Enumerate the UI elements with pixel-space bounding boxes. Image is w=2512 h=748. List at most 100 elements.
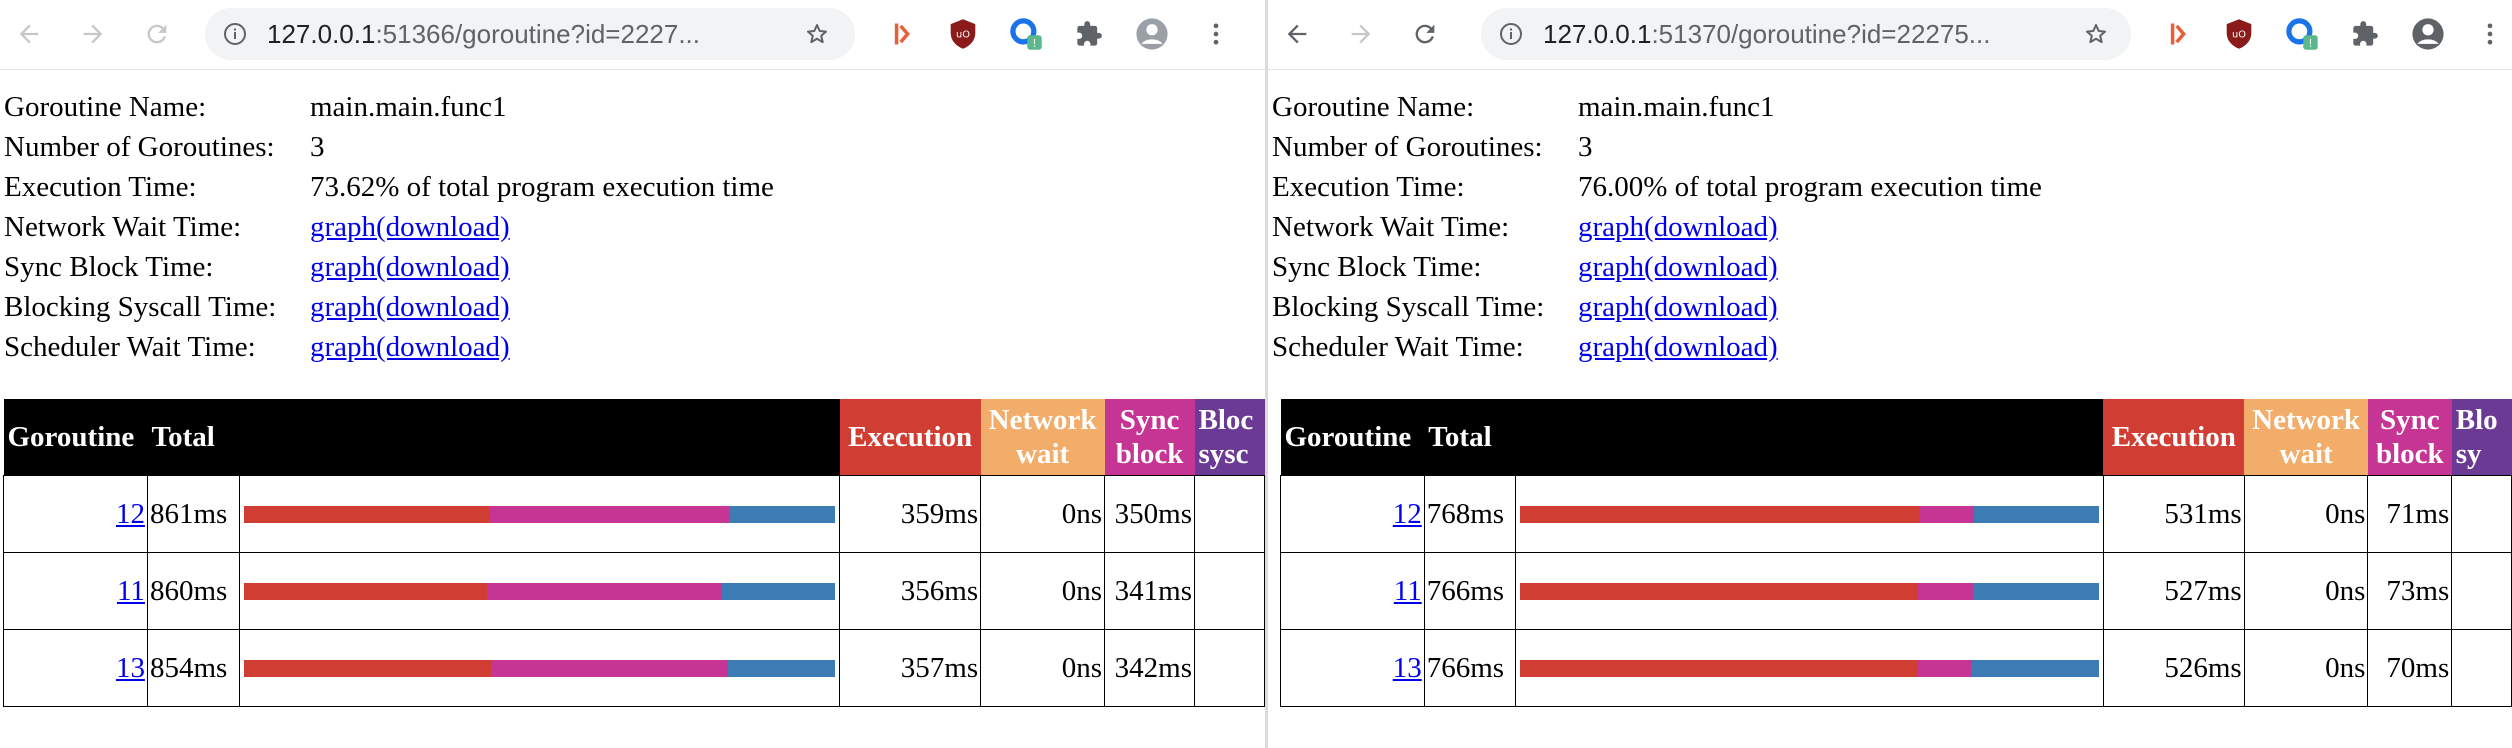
avatar-icon <box>2412 18 2444 50</box>
svg-text:uO: uO <box>956 30 970 41</box>
bar-cell <box>238 552 841 630</box>
reload-button[interactable] <box>1406 15 1444 53</box>
browser-toolbar: 127.0.0.1:51366/goroutine?id=2227... uO … <box>0 0 1265 70</box>
forward-button[interactable] <box>74 15 112 53</box>
bar-segment-sync-block <box>487 582 722 600</box>
network-cell: 0ns <box>980 475 1106 553</box>
goroutine-info: Goroutine Name: main.main.func1 Number of… <box>4 87 774 367</box>
url-text[interactable]: 127.0.0.1:51366/goroutine?id=2227... <box>267 8 807 60</box>
table-row: 13 854ms 357ms 0ns 342ms <box>3 629 1265 707</box>
forward-button[interactable] <box>1342 15 1380 53</box>
syscall-graph-link[interactable]: graph(download) <box>310 291 510 323</box>
info-row-name: Goroutine Name: main.main.func1 <box>1272 87 2042 127</box>
address-bar[interactable]: 127.0.0.1:51370/goroutine?id=22275... <box>1481 8 2131 60</box>
goroutine-link[interactable]: 11 <box>117 574 145 607</box>
header-text: sysc <box>1198 438 1249 470</box>
bar-segment-execution <box>243 659 492 677</box>
header-goroutine[interactable]: Goroutine <box>3 399 148 476</box>
header-total[interactable]: Total <box>1424 399 1516 476</box>
time-bar <box>1520 659 2099 677</box>
table-row: 12 861ms 359ms 0ns 350ms <box>3 475 1265 553</box>
extension-button-2[interactable]: uO <box>945 16 981 52</box>
table-header-row: Goroutine Total Execution Network wait Sy… <box>3 399 1265 476</box>
header-goroutine[interactable]: Goroutine <box>1280 399 1425 476</box>
extension-button-2[interactable]: uO <box>2221 16 2257 52</box>
sync-graph-link[interactable]: graph(download) <box>1578 251 1778 283</box>
profile-button[interactable] <box>1134 16 1170 52</box>
goroutine-link[interactable]: 11 <box>1393 574 1422 607</box>
goroutine-link[interactable]: 12 <box>115 497 145 530</box>
svg-text:!: ! <box>1032 38 1036 50</box>
info-value: 3 <box>1578 131 1593 163</box>
goroutine-link[interactable]: 13 <box>1392 651 1422 684</box>
table-row: 13 766ms 526ms 0ns 70ms <box>1280 629 2512 707</box>
time-bar <box>1520 582 2099 600</box>
header-blocking-syscall[interactable]: Bloc sysc <box>1194 399 1265 476</box>
address-bar[interactable]: 127.0.0.1:51366/goroutine?id=2227... <box>205 8 855 60</box>
kebab-menu-icon <box>1213 23 1219 45</box>
puzzle-icon <box>2353 21 2378 46</box>
extension-button-1[interactable] <box>2161 16 2197 52</box>
info-row-sync: Sync Block Time: graph(download) <box>1272 247 2042 287</box>
arrow-left-icon <box>19 24 39 44</box>
extension-button-3[interactable]: ! <box>2284 16 2320 52</box>
syscall-cell <box>1194 475 1265 553</box>
bar-cell <box>1515 475 2104 553</box>
scheduler-graph-link[interactable]: graph(download) <box>1578 331 1778 363</box>
menu-button[interactable] <box>1198 16 1234 52</box>
syscall-graph-link[interactable]: graph(download) <box>1578 291 1778 323</box>
header-network-wait[interactable]: Network wait <box>2244 399 2368 476</box>
scheduler-graph-link[interactable]: graph(download) <box>310 331 510 363</box>
header-execution[interactable]: Execution <box>2103 399 2245 476</box>
arrow-right-icon <box>1351 24 1371 44</box>
goroutine-id-cell: 11 <box>1280 552 1425 630</box>
info-label: Execution Time: <box>4 171 197 203</box>
header-blocking-syscall[interactable]: Blo sy <box>2451 399 2512 476</box>
header-sync-block[interactable]: Sync block <box>2367 399 2452 476</box>
time-bar <box>243 582 836 600</box>
sync-graph-link[interactable]: graph(download) <box>310 251 510 283</box>
menu-button[interactable] <box>2472 16 2508 52</box>
network-graph-link[interactable]: graph(download) <box>310 211 510 243</box>
info-label: Network Wait Time: <box>1272 211 1510 243</box>
puzzle-icon <box>1077 21 1102 46</box>
bar-cell <box>1515 552 2104 630</box>
sync-cell: 70ms <box>2367 629 2453 707</box>
reload-button[interactable] <box>138 15 176 53</box>
header-sync-block[interactable]: Sync block <box>1104 399 1195 476</box>
info-icon[interactable] <box>1499 22 1523 46</box>
info-row-scheduler: Scheduler Wait Time: graph(download) <box>1272 327 2042 367</box>
star-icon[interactable] <box>805 22 829 46</box>
sync-cell: 71ms <box>2367 475 2453 553</box>
extension-orange-icon <box>894 23 910 45</box>
profile-button[interactable] <box>2410 16 2446 52</box>
goroutine-link[interactable]: 13 <box>115 651 145 684</box>
extension-blue-icon: ! <box>2286 18 2318 50</box>
time-bar <box>1520 505 2099 523</box>
network-graph-link[interactable]: graph(download) <box>1578 211 1778 243</box>
extensions-button[interactable] <box>1071 16 1107 52</box>
ublock-shield-icon: uO <box>2226 19 2252 49</box>
info-label: Blocking Syscall Time: <box>4 291 277 323</box>
window-divider <box>1265 0 1268 748</box>
goroutine-link[interactable]: 12 <box>1392 497 1422 530</box>
header-network-wait[interactable]: Network wait <box>980 399 1105 476</box>
extension-button-1[interactable] <box>885 16 921 52</box>
url-text[interactable]: 127.0.0.1:51370/goroutine?id=22275... <box>1543 8 2073 60</box>
extension-button-3[interactable]: ! <box>1008 16 1044 52</box>
extensions-button[interactable] <box>2347 16 2383 52</box>
header-text: Network <box>2252 404 2361 436</box>
star-icon[interactable] <box>2084 22 2108 46</box>
header-total[interactable]: Total <box>147 399 240 476</box>
info-value: 76.00% of total program execution time <box>1578 171 2042 203</box>
goroutine-info: Goroutine Name: main.main.func1 Number of… <box>1272 87 2042 367</box>
execution-cell: 357ms <box>839 629 982 707</box>
info-icon[interactable] <box>223 22 247 46</box>
back-button[interactable] <box>1278 15 1316 53</box>
table-header-row: Goroutine Total Execution Network wait Sy… <box>1280 399 2512 476</box>
reload-icon <box>1415 24 1435 44</box>
header-execution[interactable]: Execution <box>839 399 981 476</box>
back-button[interactable] <box>10 15 48 53</box>
svg-text:!: ! <box>2308 38 2312 50</box>
info-label: Execution Time: <box>1272 171 1465 203</box>
